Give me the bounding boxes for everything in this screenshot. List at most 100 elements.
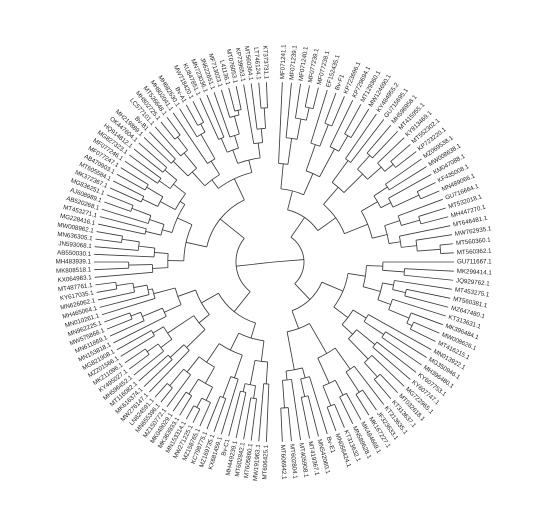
tree-branch [228, 87, 236, 112]
leaf-label: MK808518.1 [56, 266, 92, 275]
tree-branch [169, 344, 185, 358]
tree-arc [162, 308, 167, 317]
tree-branch [160, 121, 176, 140]
tree-branch [94, 271, 153, 278]
tree-branch [338, 135, 349, 152]
tree-branch [101, 208, 149, 224]
tree-arc [218, 172, 252, 189]
tree-branch [179, 108, 198, 138]
tree-branch [265, 82, 268, 108]
leaf-label: MT560364.1 [243, 46, 254, 82]
tree-branch [363, 286, 381, 292]
tree-branch [164, 304, 182, 313]
tree-branch [166, 117, 181, 136]
tree-branch [192, 101, 204, 123]
tree-branch [401, 245, 417, 248]
tree-branch [310, 89, 328, 144]
tree-branch [220, 138, 228, 153]
tree-branch [344, 104, 362, 135]
tree-branch [162, 229, 173, 233]
leaf-label: MT560362.1 [457, 248, 493, 257]
leaf-label: LT746124.1 [252, 47, 262, 81]
tree-branch [243, 84, 255, 144]
tree-branch [116, 173, 146, 191]
tree-branch [392, 289, 406, 294]
tree-branch [305, 144, 316, 171]
tree-branch [154, 383, 168, 398]
tree-branch [331, 96, 345, 127]
tree-branch [222, 376, 232, 398]
tree-branch [417, 248, 441, 252]
tree-branch [295, 83, 301, 119]
tree-branch [94, 253, 155, 258]
tree-branch [116, 282, 134, 287]
tree-arc [183, 224, 193, 261]
tree-branch [95, 281, 116, 286]
tree-branch [113, 315, 167, 344]
tree-branch [199, 402, 211, 427]
tree-branch [177, 289, 196, 297]
tree-branch [362, 389, 377, 411]
tree-branch [300, 397, 310, 439]
tree-branch [321, 281, 344, 292]
tree-branch [129, 154, 162, 179]
tree-arc [377, 282, 383, 300]
tree-root-branch [236, 259, 304, 267]
tree-branch [384, 164, 394, 172]
tree-branch [322, 385, 332, 406]
tree-arc [360, 210, 373, 239]
tree-branch [371, 355, 405, 387]
tree-arc [345, 158, 351, 163]
tree-branch [265, 361, 269, 384]
tree-branch [213, 92, 231, 138]
tree-branch [200, 134, 216, 160]
tree-branch [173, 183, 186, 194]
tree-branch [339, 396, 354, 425]
tree-branch [133, 148, 164, 173]
tree-branch [305, 107, 310, 121]
tree-branch [179, 201, 186, 205]
tree-branch [415, 234, 452, 241]
tree-arc [403, 268, 405, 276]
tree-branch [158, 180, 171, 189]
tree-branch [145, 231, 162, 236]
tree-branch [237, 110, 240, 116]
tree-branch [331, 160, 349, 183]
tree-branch [104, 201, 131, 212]
tree-arc [145, 348, 150, 355]
tree-branch [282, 380, 285, 408]
tree-arc [333, 273, 349, 308]
tree-branch [124, 348, 146, 364]
tree-branch [116, 330, 152, 351]
tree-arc [372, 341, 378, 348]
tree-branch [138, 354, 169, 382]
tree-branch [263, 107, 266, 129]
tree-branch [243, 397, 252, 440]
tree-branch [109, 320, 145, 337]
tree-arc [144, 184, 149, 191]
tree-branch [233, 178, 245, 201]
tree-arc [344, 133, 352, 138]
tree-branch [385, 158, 422, 185]
tree-branch [260, 128, 264, 143]
tree-branch [109, 187, 142, 203]
leaf-label: MF071239.1 [288, 44, 298, 80]
tree-branch [235, 85, 242, 110]
tree-branch [206, 343, 220, 363]
tree-branch [280, 408, 283, 442]
tree-branch [374, 379, 392, 400]
tree-branch [211, 179, 219, 189]
tree-branch [341, 324, 353, 335]
tree-arc [388, 299, 393, 310]
tree-branch [234, 354, 243, 379]
tree-branch [152, 326, 164, 334]
tree-arc [235, 238, 251, 292]
tree-branch [143, 359, 173, 387]
leaf-label: MK299414.1 [457, 268, 493, 277]
tree-branch [372, 130, 399, 159]
tree-branch [356, 329, 376, 345]
tree-branch [285, 371, 288, 380]
tree-branch [99, 294, 150, 308]
tree-arc [146, 285, 150, 295]
tree-branch [290, 217, 305, 238]
